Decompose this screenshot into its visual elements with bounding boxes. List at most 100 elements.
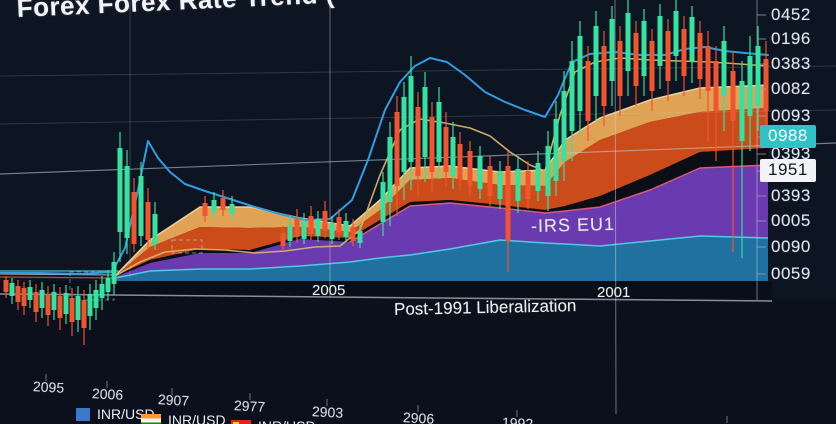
candle-body (457, 144, 463, 179)
candle-body (33, 292, 39, 312)
annotation-post-1991-liberalization: Post-1991 Liberalization (393, 296, 577, 319)
legend-item-label: INR/USD (258, 418, 316, 424)
legend-item-label: INR/USD (97, 406, 155, 422)
candle-body (152, 214, 158, 244)
candle-body (51, 292, 57, 310)
bottom-axis-label: 1992 (501, 414, 534, 424)
candle-body (308, 216, 314, 234)
candle-body (739, 81, 745, 141)
candle-body (329, 223, 335, 239)
x-axis-period-label-2001: 2001 (597, 284, 631, 301)
chart-region (0, 298, 836, 424)
bottom-axis-label: 2906 (402, 409, 435, 424)
candle-body (202, 203, 208, 216)
candle-body (525, 171, 531, 199)
red-flag-icon (231, 419, 251, 424)
right-axis-label: 0452 (771, 5, 811, 24)
bottom-axis-label: 2095 (32, 378, 65, 396)
candle-body (229, 204, 235, 214)
candle-body (294, 219, 300, 237)
candle-body (601, 46, 607, 106)
candle-body (336, 217, 342, 233)
legend-item-inr-usd[interactable]: INR/USD (141, 412, 226, 424)
candle-body (350, 227, 356, 241)
right-axis-label: 0393 (771, 186, 811, 205)
india-flag-icon (141, 413, 161, 424)
band-tan (115, 85, 768, 276)
candle-body (357, 231, 363, 243)
band-edge-teal (114, 235, 769, 279)
candle-body (131, 192, 137, 244)
candle-body (689, 17, 695, 61)
right-axis-label: 0082 (771, 79, 811, 98)
candle-body (730, 71, 736, 121)
candle-body (138, 176, 144, 236)
candle-body (577, 36, 583, 111)
right-axis-label: 0090 (771, 237, 811, 256)
right-axis-label: 0393 (771, 144, 811, 163)
candle-body (450, 137, 456, 176)
blue-square-icon (76, 407, 90, 421)
right-axis-label: 0383 (771, 54, 811, 73)
candle-body (705, 46, 711, 91)
candle-body (220, 198, 226, 210)
legend-item-inr-usd[interactable]: INR/USD (76, 406, 155, 422)
candle-body (117, 148, 123, 232)
candle-body (124, 166, 130, 238)
candle-body (145, 202, 151, 240)
line-purple-edge-pink (349, 164, 769, 243)
right-axis-label: 0005 (771, 211, 811, 230)
candle-body (713, 61, 719, 111)
candle-body (477, 156, 483, 189)
candle-body (436, 102, 442, 162)
gridline (614, 0, 617, 415)
series-annotation-irs-eu1: -IRS EU1 (530, 213, 616, 237)
candle-body (429, 117, 435, 172)
gridline (0, 293, 773, 302)
candle-body (593, 26, 599, 96)
price-marker-0988: 0988 (760, 125, 816, 148)
band-dark-orange (115, 108, 768, 276)
price-marker-1951: 1951 (760, 159, 816, 182)
x-axis-period-label-2005: 2005 (312, 282, 346, 299)
bottom-axis-label: 2907 (157, 391, 190, 409)
candle-body (39, 290, 45, 308)
candle-body (721, 41, 727, 96)
candle-body (755, 46, 761, 106)
candle-body (681, 29, 687, 76)
line-blue-ma (0, 46, 769, 275)
candle-body (111, 262, 117, 284)
candle-body (561, 91, 567, 161)
candle-body (633, 33, 639, 86)
candle-body (401, 97, 407, 172)
candle-body (21, 288, 27, 306)
chart-region (0, 281, 772, 298)
candle-body (93, 290, 99, 308)
candle-body (280, 233, 286, 246)
candle-body (387, 137, 393, 202)
candle-body (415, 107, 421, 176)
candle-body (422, 87, 428, 157)
band-purple (115, 165, 768, 278)
candle-body (99, 284, 105, 298)
candle-body (763, 59, 769, 111)
candle-body (394, 112, 400, 186)
right-axis-label: 0196 (771, 29, 811, 48)
candle-body (105, 278, 111, 292)
candle-body (408, 76, 414, 162)
bottom-axis-label: 2977 (233, 397, 266, 415)
candle-body (641, 21, 647, 76)
candle-body (211, 200, 217, 212)
candle-body (497, 171, 503, 199)
legend-item-inr-usd[interactable]: INR/USD (231, 418, 316, 424)
candle-body (747, 56, 753, 116)
candle-body (15, 286, 21, 302)
candle-body (63, 293, 69, 314)
candle-body (545, 146, 551, 196)
candle-body (45, 294, 51, 315)
candle-body (553, 119, 559, 181)
legend-item-label: INR/USD (168, 412, 226, 424)
line-flat-red (0, 276, 119, 279)
candle-body (69, 298, 75, 322)
